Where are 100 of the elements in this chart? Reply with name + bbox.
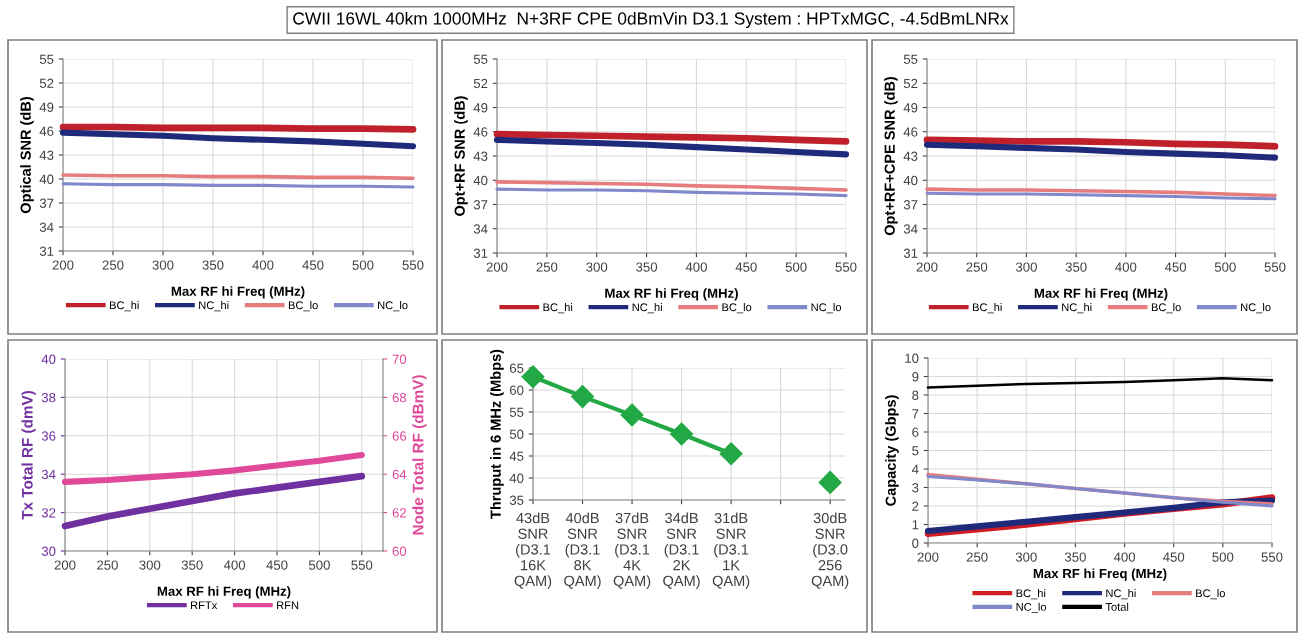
y2-axis-title: Node Total RF (dBmV)	[412, 375, 427, 535]
y-axis-title: Capacity (Gbps)	[885, 395, 899, 506]
y-tick-label: 34	[39, 222, 54, 232]
x-axis-title: Max RF hi Freq (MHz)	[1033, 568, 1167, 581]
legend-label: NC_hi	[1062, 303, 1092, 314]
y-tick-label: 38	[41, 392, 56, 403]
x-tick-label: 300	[1015, 552, 1037, 562]
x-tick-label: 40dB SNR (D3.1 8K QAM)	[564, 512, 601, 589]
y-tick-label: 65	[509, 363, 524, 373]
x-tick-label: 400	[1115, 262, 1137, 272]
line-series	[495, 180, 848, 192]
y-tick-label: 45	[509, 451, 524, 461]
y-tick-label: 9	[912, 372, 919, 382]
y-tick-label: 4	[911, 464, 919, 474]
text: CWII 16WL 40km 1000MHz N+3RF CPE 0dBmVin D3.1 System : HPTxMGC, -4.5dBmLNRx	[293, 11, 1009, 29]
y-tick-label: 52	[39, 78, 54, 88]
y-tick-label: 49	[473, 103, 488, 113]
x-tick-label: 450	[302, 260, 324, 270]
x-tick-label: 550	[402, 260, 424, 270]
x-axis-title: Max RF hi Freq (MHz)	[157, 586, 291, 599]
x-tick-label: 250	[966, 552, 988, 562]
legend-label: BC_lo	[1151, 303, 1181, 314]
y-axis-title: Opt+RF SNR (dB)	[454, 96, 468, 216]
y-tick-label: 1	[912, 520, 919, 530]
legend-label: BC_hi	[1016, 589, 1046, 600]
line-series	[925, 187, 1277, 198]
legend-label: NC_lo	[1241, 303, 1271, 314]
x-tick-label: 34dB SNR (D3.1 2K QAM)	[663, 512, 700, 589]
y-tick-label: 31	[903, 248, 918, 258]
y-tick-label: 40	[473, 175, 488, 186]
x-tick-label: 350	[181, 560, 203, 570]
legend-label: NC_lo	[1016, 602, 1047, 613]
x-tick-label: 500	[1214, 262, 1236, 272]
y-tick-label: 0	[912, 538, 919, 548]
x-tick-label: 500	[308, 560, 330, 570]
y-tick-label: 55	[473, 54, 488, 64]
x-axis-title: Max RF hi Freq (MHz)	[1034, 288, 1168, 301]
legend-label: BC_lo	[1196, 589, 1225, 600]
x-tick-label: 500	[1212, 552, 1234, 562]
x-tick-label: 250	[97, 560, 118, 570]
y-tick-label: 37	[473, 200, 488, 210]
x-tick-label: 500	[352, 260, 374, 270]
x-tick-label: 31dB SNR (D3.1 1K QAM)	[712, 512, 750, 589]
y-tick-label: 8	[912, 390, 919, 400]
legend-label: NC_hi	[199, 301, 229, 312]
y-tick-label: 55	[903, 54, 918, 64]
y-tick-label: 43	[39, 150, 54, 160]
legend-label: BC_hi	[543, 303, 573, 314]
x-tick-label: 550	[1261, 552, 1283, 562]
y2-tick-label: 66	[392, 431, 407, 441]
y-tick-label: 7	[912, 409, 919, 419]
x-tick-label: 300	[1015, 262, 1037, 272]
x-tick-label: 300	[586, 262, 608, 272]
y-tick-label: 36	[41, 431, 56, 441]
legend-label: BC_hi	[973, 303, 1002, 314]
legend-label: NC_lo	[378, 301, 408, 312]
x-tick-label: 350	[1065, 262, 1087, 272]
y-tick-label: 6	[912, 427, 919, 437]
x-tick-label: 450	[1163, 552, 1185, 562]
x-tick-label: 30dB SNR (D3.0 256 QAM)	[811, 512, 849, 589]
x-axis-title: Max RF hi Freq (MHz)	[605, 288, 738, 301]
x-tick-label: 450	[266, 560, 288, 570]
y-tick-label: 35	[509, 495, 524, 505]
legend-label: BC_hi	[110, 301, 139, 312]
y-tick-label: 60	[509, 385, 524, 395]
x-tick-label: 43dB SNR (D3.1 16K QAM)	[514, 512, 552, 589]
x-tick-label: 350	[636, 262, 658, 272]
y-tick-label: 52	[473, 78, 488, 89]
x-tick-label: 550	[1264, 262, 1286, 272]
point	[670, 422, 694, 446]
legend-label: BC_lo	[288, 301, 318, 312]
x-tick-label: 300	[139, 560, 161, 570]
x-tick-label: 250	[966, 262, 988, 272]
y-tick-label: 43	[473, 151, 488, 161]
x-tick-label: 450	[735, 262, 757, 272]
y-axis-title: Optical SNR (dB)	[20, 96, 34, 214]
y-tick-label: 37	[39, 198, 54, 208]
y-tick-label: 40	[39, 174, 54, 184]
legend-label: RFTx	[191, 601, 218, 610]
point	[719, 442, 743, 466]
y-tick-label: 52	[903, 78, 918, 89]
y-tick-label: 50	[509, 429, 524, 439]
y-tick-label: 46	[39, 126, 54, 136]
line-series	[495, 187, 848, 198]
point	[571, 385, 595, 409]
point	[620, 403, 644, 427]
y-tick-label: 31	[39, 246, 54, 256]
x-tick-label: 250	[536, 262, 558, 272]
legend-label: NC_hi	[632, 303, 662, 314]
x-tick-label: 200	[917, 552, 939, 562]
x-tick-label: 200	[916, 262, 938, 272]
x-axis-title: Max RF hi Freq (MHz)	[171, 286, 305, 299]
y2-tick-label: 68	[392, 392, 407, 403]
y-tick-label: 37	[903, 200, 918, 210]
x-tick-label: 300	[152, 260, 174, 270]
point	[818, 470, 842, 494]
legend-label: BC_lo	[722, 303, 752, 314]
y-tick-label: 30	[41, 546, 56, 556]
x-tick-label: 200	[54, 560, 76, 570]
x-tick-label: 200	[52, 260, 74, 270]
